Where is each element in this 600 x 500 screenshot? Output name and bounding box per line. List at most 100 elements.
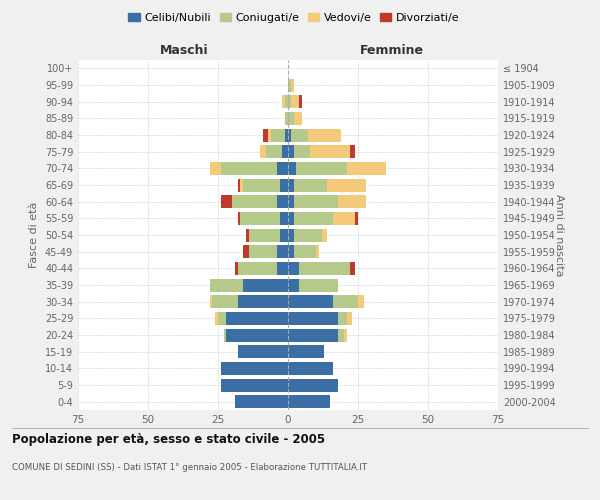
- Y-axis label: Fasce di età: Fasce di età: [29, 202, 39, 268]
- Bar: [246, 228, 249, 241]
- Bar: [293, 112, 302, 125]
- Bar: [358, 295, 364, 308]
- Bar: [238, 295, 288, 308]
- Bar: [283, 145, 288, 158]
- Bar: [288, 78, 291, 92]
- Bar: [277, 262, 288, 275]
- Bar: [221, 378, 288, 392]
- Bar: [288, 228, 293, 241]
- Bar: [285, 95, 288, 108]
- Bar: [291, 95, 299, 108]
- Bar: [288, 278, 299, 291]
- Bar: [288, 262, 299, 275]
- Bar: [299, 262, 350, 275]
- Bar: [293, 212, 333, 225]
- Bar: [209, 278, 243, 291]
- Bar: [347, 162, 386, 175]
- Bar: [293, 145, 310, 158]
- Bar: [238, 345, 288, 358]
- Bar: [338, 328, 344, 342]
- Text: Maschi: Maschi: [160, 44, 209, 57]
- Bar: [215, 312, 218, 325]
- Text: Popolazione per età, sesso e stato civile - 2005: Popolazione per età, sesso e stato civil…: [12, 432, 325, 446]
- Text: Femmine: Femmine: [359, 44, 424, 57]
- Bar: [241, 178, 243, 192]
- Bar: [238, 262, 277, 275]
- Bar: [293, 195, 338, 208]
- Bar: [243, 245, 249, 258]
- Bar: [243, 178, 280, 192]
- Text: COMUNE DI SEDINI (SS) - Dati ISTAT 1° gennaio 2005 - Elaborazione TUTTITALIA.IT: COMUNE DI SEDINI (SS) - Dati ISTAT 1° ge…: [12, 462, 367, 471]
- Bar: [288, 178, 293, 192]
- Bar: [308, 128, 341, 141]
- Bar: [226, 312, 288, 325]
- Bar: [288, 145, 293, 158]
- Bar: [288, 95, 291, 108]
- Bar: [293, 178, 327, 192]
- Bar: [299, 95, 302, 108]
- Bar: [288, 162, 296, 175]
- Bar: [296, 162, 347, 175]
- Bar: [299, 278, 338, 291]
- Bar: [338, 312, 347, 325]
- Bar: [221, 162, 277, 175]
- Bar: [333, 212, 355, 225]
- Bar: [212, 295, 238, 308]
- Bar: [288, 295, 333, 308]
- Bar: [316, 245, 319, 258]
- Bar: [322, 228, 327, 241]
- Bar: [249, 228, 280, 241]
- Bar: [226, 328, 288, 342]
- Bar: [310, 145, 350, 158]
- Bar: [209, 295, 212, 308]
- Bar: [288, 345, 325, 358]
- Bar: [285, 112, 288, 125]
- Bar: [249, 245, 277, 258]
- Bar: [288, 328, 338, 342]
- Bar: [288, 128, 291, 141]
- Bar: [221, 362, 288, 375]
- Bar: [288, 378, 338, 392]
- Bar: [221, 195, 232, 208]
- Bar: [291, 78, 293, 92]
- Bar: [224, 328, 226, 342]
- Bar: [268, 128, 271, 141]
- Bar: [260, 145, 266, 158]
- Bar: [327, 178, 367, 192]
- Bar: [288, 245, 293, 258]
- Bar: [288, 195, 293, 208]
- Bar: [238, 178, 241, 192]
- Bar: [280, 228, 288, 241]
- Bar: [266, 145, 283, 158]
- Bar: [238, 212, 241, 225]
- Bar: [218, 312, 226, 325]
- Bar: [338, 195, 367, 208]
- Bar: [347, 312, 352, 325]
- Bar: [235, 262, 238, 275]
- Bar: [277, 162, 288, 175]
- Bar: [355, 212, 358, 225]
- Bar: [333, 295, 358, 308]
- Bar: [293, 245, 316, 258]
- Bar: [288, 395, 330, 408]
- Bar: [344, 328, 347, 342]
- Bar: [291, 128, 308, 141]
- Bar: [288, 362, 333, 375]
- Bar: [288, 112, 293, 125]
- Bar: [280, 212, 288, 225]
- Bar: [288, 312, 338, 325]
- Y-axis label: Anni di nascita: Anni di nascita: [554, 194, 564, 276]
- Bar: [232, 195, 277, 208]
- Bar: [283, 95, 285, 108]
- Bar: [209, 162, 221, 175]
- Bar: [243, 278, 288, 291]
- Bar: [271, 128, 285, 141]
- Bar: [288, 212, 293, 225]
- Bar: [263, 128, 268, 141]
- Bar: [350, 262, 355, 275]
- Bar: [285, 128, 288, 141]
- Bar: [350, 145, 355, 158]
- Legend: Celibi/Nubili, Coniugati/e, Vedovi/e, Divorziati/e: Celibi/Nubili, Coniugati/e, Vedovi/e, Di…: [124, 8, 464, 27]
- Bar: [235, 395, 288, 408]
- Bar: [277, 245, 288, 258]
